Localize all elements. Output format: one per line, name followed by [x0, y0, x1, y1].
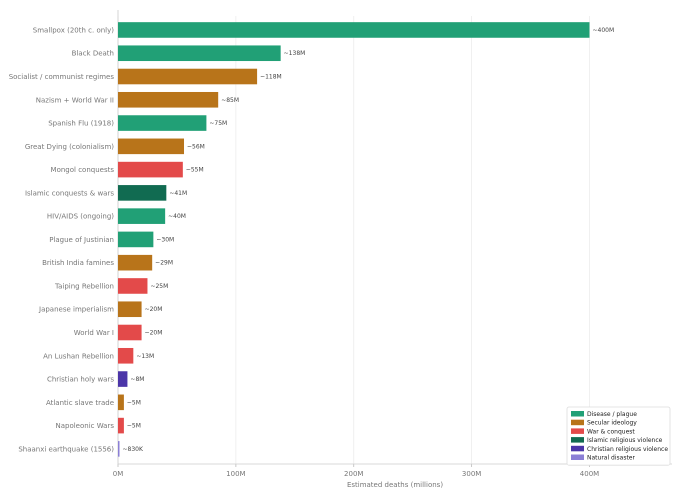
bar	[118, 91, 219, 108]
value-label: ~55M	[186, 167, 204, 174]
category-label: Socialist / communist regimes	[9, 73, 115, 81]
x-tick-label: 100M	[226, 470, 245, 478]
value-label: ~13M	[136, 353, 154, 360]
category-label: Japanese imperialism	[38, 306, 114, 314]
bar	[118, 371, 128, 387]
x-tick-label: 200M	[344, 470, 363, 478]
value-label: ~20M	[145, 330, 163, 337]
value-label: ~85M	[221, 97, 239, 104]
category-label: Spanish Flu (1918)	[48, 120, 114, 128]
value-label: ~40M	[168, 213, 186, 220]
category-label: Nazism + World War II	[36, 96, 114, 104]
category-label: Black Death	[72, 50, 114, 58]
category-label: Atlantic slave trade	[46, 399, 114, 407]
legend-label: Natural disaster	[587, 455, 635, 462]
legend-swatch	[571, 419, 584, 426]
category-label: HIV/AIDS (ongoing)	[47, 213, 114, 221]
value-label: ~41M	[169, 190, 187, 197]
value-label: ~118M	[260, 74, 282, 81]
bar	[118, 324, 142, 341]
bar	[118, 394, 124, 411]
bar	[118, 441, 120, 457]
x-tick-label: 300M	[462, 470, 481, 478]
bar	[118, 417, 124, 434]
value-label: ~25M	[150, 283, 168, 290]
legend-label: Christian religious violence	[587, 446, 668, 453]
legend-label: Islamic religious violence	[587, 437, 663, 444]
category-label: An Lushan Rebellion	[43, 352, 114, 360]
value-label: ~8M	[130, 376, 144, 383]
legend-label: Disease / plague	[587, 411, 637, 418]
category-label: Great Dying (colonialism)	[25, 143, 114, 151]
legend-swatch	[571, 454, 584, 460]
value-label: ~56M	[187, 143, 205, 150]
legend-swatch	[571, 437, 584, 443]
legend-label: Secular ideology	[587, 420, 637, 427]
category-label: British India famines	[42, 259, 114, 267]
category-label: Mongol conquests	[51, 166, 115, 174]
legend-box	[566, 406, 671, 466]
bar	[118, 347, 134, 364]
legend-label: War & conquest	[587, 428, 635, 435]
legend-swatch	[571, 411, 584, 417]
value-label: ~5M	[127, 399, 141, 406]
bar	[118, 22, 590, 38]
category-label: Plague of Justinian	[49, 236, 114, 244]
legend-swatch	[571, 428, 584, 434]
bar	[118, 68, 258, 85]
value-label: ~30M	[156, 236, 174, 243]
category-label: Christian holy wars	[47, 376, 114, 384]
x-tick-label: 0M	[113, 470, 124, 478]
bar	[118, 278, 148, 294]
category-label: Shaanxi earthquake (1556)	[18, 445, 114, 453]
category-label: Napoleonic Wars	[55, 422, 114, 430]
bar	[118, 161, 183, 178]
value-label: ~830K	[123, 446, 144, 453]
category-label: Islamic conquests & wars	[25, 189, 114, 197]
bar	[118, 185, 167, 201]
bar	[118, 301, 142, 318]
category-label: Taiping Rebellion	[54, 282, 114, 290]
bar	[118, 254, 153, 271]
value-label: ~29M	[155, 260, 173, 267]
x-axis-title: Estimated deaths (millions)	[347, 481, 443, 489]
value-label: ~5M	[127, 423, 141, 430]
value-label: ~20M	[145, 306, 163, 313]
bar	[118, 115, 207, 131]
x-tick-label: 400M	[580, 470, 599, 478]
bar	[118, 138, 185, 155]
bar	[118, 208, 166, 224]
bar	[118, 45, 281, 62]
labels: Smallpox (20th c. only) ~400M Black Death ~…	[9, 26, 614, 453]
category-label: World War I	[74, 329, 114, 337]
value-label: ~75M	[209, 120, 227, 127]
bar	[118, 231, 154, 248]
bars	[118, 22, 590, 457]
value-label: ~138M	[284, 50, 306, 57]
legend-swatch	[571, 445, 584, 452]
category-label: Smallpox (20th c. only)	[33, 26, 114, 34]
value-label: ~400M	[592, 27, 614, 34]
